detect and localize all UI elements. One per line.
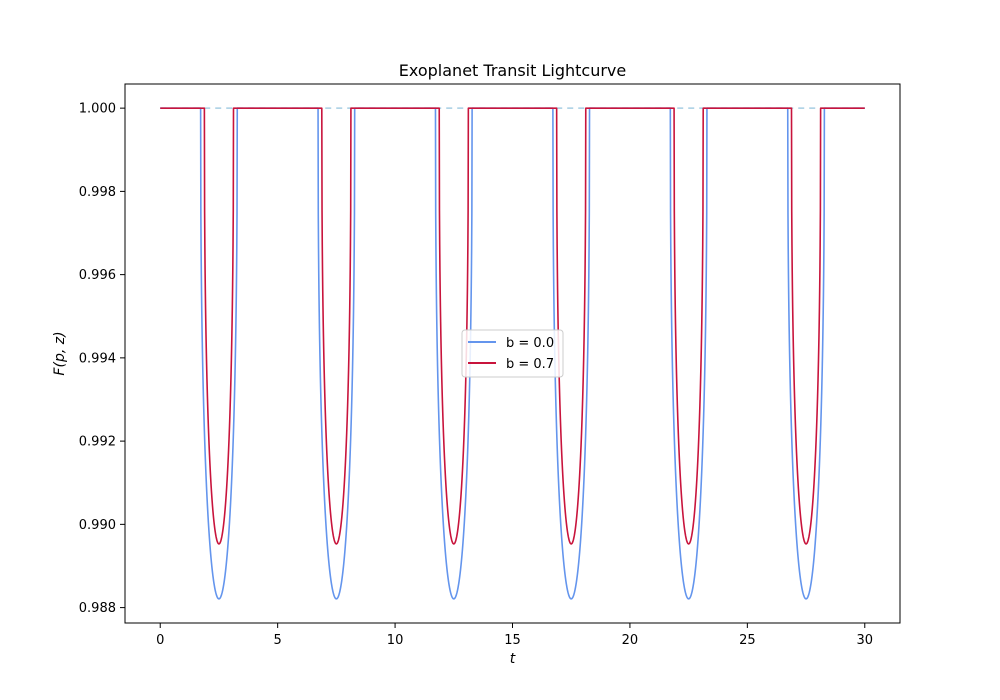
series-line-b-0-7 bbox=[159, 107, 866, 545]
x-tick-label: 20 bbox=[622, 633, 639, 648]
y-tick-label: 0.996 bbox=[79, 268, 116, 283]
y-tick-label: 0.992 bbox=[79, 435, 116, 450]
legend-label-b-0-7: b = 0.7 bbox=[506, 357, 554, 372]
y-tick-label: 1.000 bbox=[79, 102, 116, 117]
x-tick-label: 0 bbox=[156, 633, 164, 648]
y-axis: 0.988 0.990 0.992 0.994 0.996 0.998 1.000 bbox=[79, 102, 125, 616]
y-axis-label: F(p, z) bbox=[52, 331, 68, 375]
x-axis-label: t bbox=[510, 651, 516, 667]
y-tick-label: 0.990 bbox=[79, 518, 116, 533]
plot-area bbox=[124, 83, 901, 624]
x-tick-label: 15 bbox=[504, 633, 521, 648]
x-tick-label: 30 bbox=[856, 633, 873, 648]
legend: b = 0.0 b = 0.7 bbox=[461, 329, 564, 378]
y-tick-label: 0.988 bbox=[79, 601, 116, 616]
y-tick-label: 0.994 bbox=[79, 351, 116, 366]
x-tick-label: 5 bbox=[274, 633, 282, 648]
y-tick-label: 0.998 bbox=[79, 185, 116, 200]
legend-label-b-0-0: b = 0.0 bbox=[506, 336, 554, 351]
x-axis: 0 5 10 15 20 25 30 bbox=[156, 623, 873, 648]
x-tick-label: 10 bbox=[387, 633, 404, 648]
chart-title: Exoplanet Transit Lightcurve bbox=[399, 61, 626, 80]
series-layer bbox=[159, 107, 866, 600]
x-tick-label: 25 bbox=[739, 633, 756, 648]
